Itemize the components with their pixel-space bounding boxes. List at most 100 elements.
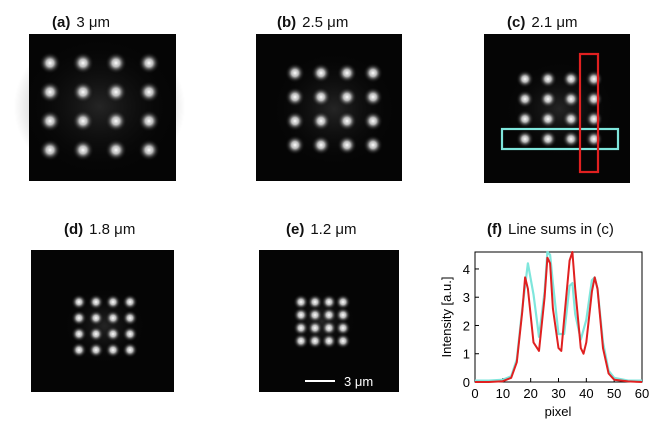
panel-e-spot: [321, 333, 337, 349]
panel-a-spot: [39, 52, 61, 74]
panel-c-spot: [585, 70, 603, 88]
panel-a-spot: [105, 52, 127, 74]
panel-d-letter: (d): [64, 221, 84, 238]
panel-b-spot: [363, 63, 383, 83]
panel-a-spot: [72, 52, 94, 74]
panel-f-letter: (f): [487, 221, 502, 238]
panel-c-title: (c) 2.1 μm: [507, 14, 578, 31]
panel-e-spot: [335, 294, 351, 310]
y-tick-label: 3: [463, 290, 470, 305]
panel-c-label: 2.1 μm: [531, 14, 578, 31]
panel-e-spot: [293, 307, 309, 323]
panel-b-spot: [363, 111, 383, 131]
panel-b-glow: [266, 46, 402, 172]
panel-b-spot: [311, 87, 331, 107]
x-tick-label: 60: [635, 386, 649, 401]
x-tick-label: 0: [471, 386, 478, 401]
panel-e-spot: [307, 294, 323, 310]
panel-a-spot: [39, 110, 61, 132]
panel-b-spot: [337, 63, 357, 83]
panel-a-spot: [138, 52, 160, 74]
panel-c-spot: [585, 130, 603, 148]
panel-c-spot: [562, 70, 580, 88]
series-line-column: [475, 251, 643, 383]
panel-e-spot: [335, 307, 351, 323]
panel-a-letter: (a): [52, 14, 71, 31]
panel-a-spot: [138, 81, 160, 103]
panel-b-label: 2.5 μm: [302, 14, 349, 31]
panel-d-spot: [122, 294, 138, 310]
panel-c-spot: [562, 90, 580, 108]
panel-b-spot: [285, 87, 305, 107]
panel-e-spot: [293, 320, 309, 336]
panel-b-letter: (b): [277, 14, 297, 31]
panel-b-spot: [363, 87, 383, 107]
panel-b-spot: [285, 135, 305, 155]
panel-f-title: (f) Line sums in (c): [487, 221, 614, 238]
panel-c-spot: [516, 130, 534, 148]
x-axis-label: pixel: [545, 404, 572, 419]
panel-b-spot: [363, 135, 383, 155]
panel-e-spot: [321, 307, 337, 323]
panel-c-spot: [562, 110, 580, 128]
panel-a-label: 3 μm: [76, 14, 110, 31]
panel-a-spot: [138, 110, 160, 132]
panel-d-spot: [71, 294, 87, 310]
panel-b-spot: [311, 111, 331, 131]
panel-b-spot: [285, 111, 305, 131]
row-selection-box: [500, 127, 620, 151]
panel-c-spot: [516, 70, 534, 88]
panel-e-spot: [307, 333, 323, 349]
panel-e-label: 1.2 μm: [310, 221, 357, 238]
panel-d-title: (d) 1.8 μm: [64, 221, 135, 238]
panel-e-letter: (e): [286, 221, 305, 238]
panel-a-glow: [13, 31, 186, 182]
panel-d-spot: [122, 342, 138, 358]
x-tick-label: 40: [579, 386, 593, 401]
panel-d-spot: [71, 342, 87, 358]
y-tick-label: 2: [463, 318, 470, 333]
panel-b-spot: [337, 87, 357, 107]
panel-d-spot: [122, 326, 138, 342]
panel-b-spot: [285, 63, 305, 83]
panel-d-spot: [122, 310, 138, 326]
panel-c-spot: [516, 90, 534, 108]
panel-e-spot: [321, 320, 337, 336]
panel-a-spot: [105, 139, 127, 161]
panel-d-spot: [105, 310, 121, 326]
panel-e-title: (e) 1.2 μm: [286, 221, 357, 238]
panel-d-label: 1.8 μm: [89, 221, 136, 238]
panel-a-spot: [138, 139, 160, 161]
panel-d-spot: [71, 310, 87, 326]
panel-b-spot: [311, 135, 331, 155]
panel-b-spot: [337, 135, 357, 155]
panel-e-spot: [293, 333, 309, 349]
panel-c-glow: [499, 57, 620, 161]
panel-c-spot: [562, 130, 580, 148]
panel-e-spot: [335, 333, 351, 349]
y-tick-label: 0: [463, 375, 470, 390]
panel-d-spot: [105, 342, 121, 358]
panel-d-spot: [105, 294, 121, 310]
panel-a-title: (a) 3 μm: [52, 14, 110, 31]
panel-a-spot: [39, 81, 61, 103]
panel-e-spot: [293, 294, 309, 310]
panel-e-spot: [307, 307, 323, 323]
panel-f-label: Line sums in (c): [508, 221, 614, 238]
panel-d-spot: [88, 294, 104, 310]
plot-area: [474, 251, 643, 383]
panel-d-spot: [105, 326, 121, 342]
panel-a-spot: [39, 139, 61, 161]
panel-d-spot: [88, 326, 104, 342]
scale-bar-label: 3 μm: [344, 374, 373, 389]
panel-c-spot: [585, 90, 603, 108]
panel-c-spot: [539, 110, 557, 128]
panel-a-spot: [105, 81, 127, 103]
x-tick-label: 50: [607, 386, 621, 401]
panel-c-spot: [539, 130, 557, 148]
panel-d-spot: [71, 326, 87, 342]
panel-c-spot: [585, 110, 603, 128]
x-tick-label: 30: [551, 386, 565, 401]
panel-a-spot: [105, 110, 127, 132]
